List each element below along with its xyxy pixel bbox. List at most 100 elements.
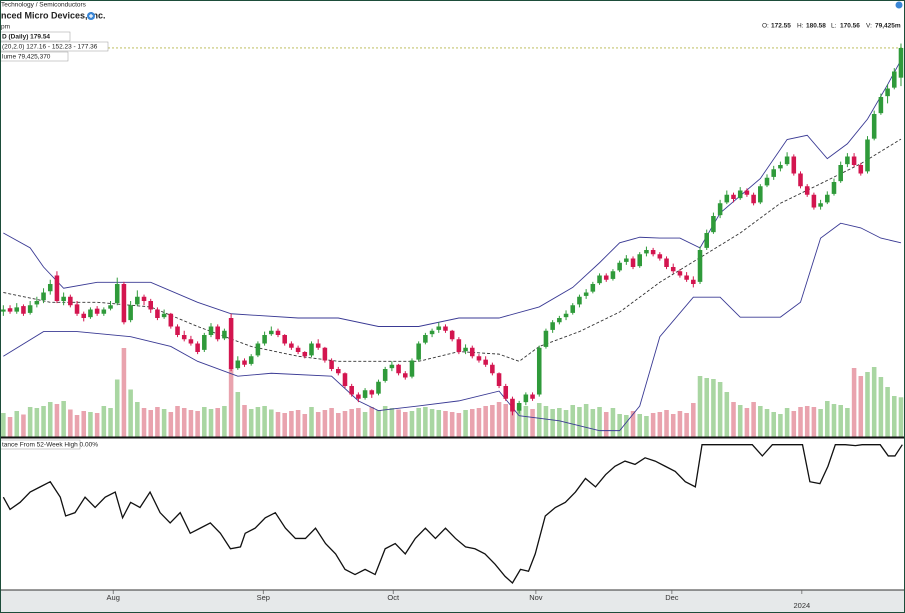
quote-key: V: (866, 23, 872, 30)
candle-body (121, 284, 127, 323)
candle-body (47, 284, 53, 292)
volume-bar (503, 404, 509, 437)
volume-bar (269, 409, 274, 437)
candle-body (362, 390, 368, 398)
volume-bar (27, 407, 33, 437)
candle-body (557, 318, 562, 323)
volume-bar (711, 379, 716, 437)
candle-body (262, 335, 267, 344)
candle-body (798, 173, 803, 187)
candle-body (838, 165, 843, 182)
candle-body (825, 194, 830, 203)
volume-bar (135, 402, 140, 437)
volume-bar (865, 372, 870, 437)
candle-body (429, 330, 435, 335)
volume-bar (677, 411, 683, 437)
candle-body (851, 156, 857, 165)
candle-body (181, 335, 187, 340)
volume-bar (845, 408, 850, 437)
candle-body (336, 369, 341, 374)
volume-bar (851, 368, 857, 437)
candle-body (228, 318, 234, 369)
volume-bar (121, 348, 127, 437)
volume-bar (416, 408, 421, 437)
candle-body (7, 308, 13, 312)
volume-bar (731, 402, 736, 437)
quote-value: 79,425m (875, 23, 901, 30)
candle-body (27, 305, 33, 313)
volume-bar (436, 410, 442, 437)
add-button[interactable] (895, 1, 903, 9)
candle-body (423, 335, 428, 343)
candle-body (322, 347, 328, 361)
volume-bar (188, 410, 194, 437)
candle-body (402, 373, 408, 378)
x-tick-label: Aug (107, 593, 120, 602)
candle-body (289, 343, 294, 348)
volume-bar (476, 408, 482, 437)
candle-body (382, 369, 388, 381)
volume-bar (583, 404, 589, 437)
volume-bar (637, 414, 643, 437)
candle-body (764, 177, 770, 186)
legend-bands: (20,2.0) 127.16 - 152.23 - 177.36 (2, 44, 98, 51)
candle-body (771, 169, 776, 177)
legend-box (0, 51, 69, 62)
legend-price: D (Daily) 179.54 (2, 34, 50, 41)
candle-body (248, 356, 254, 364)
volume-bar (657, 412, 663, 437)
volume-bar (536, 403, 542, 437)
volume-bar (898, 397, 904, 437)
volume-bar (892, 396, 897, 437)
candle-body (737, 190, 743, 199)
volume-bar (429, 409, 435, 437)
candle-body (476, 356, 482, 361)
candle-body (356, 394, 361, 399)
volume-bar (322, 410, 328, 437)
candle-body (195, 343, 200, 352)
volume-bar (7, 417, 13, 437)
candle-body (94, 308, 100, 314)
candle-body (778, 165, 783, 169)
legend-box (0, 31, 71, 42)
volume-bar (704, 378, 709, 437)
candle-body (865, 139, 870, 172)
volume-bar (644, 416, 649, 437)
volume-bar (309, 407, 314, 437)
volume-bar (798, 407, 803, 437)
volume-bar (617, 414, 622, 437)
candle-body (630, 258, 636, 267)
candle-body (590, 284, 596, 292)
candle-body (436, 326, 442, 330)
volume-bar (329, 408, 334, 437)
candle-body (898, 47, 904, 78)
candle-body (463, 347, 468, 352)
candle-body (155, 309, 160, 318)
volume-bar (664, 410, 669, 437)
candle-body (108, 305, 113, 309)
x-tick-label: Sep (257, 593, 270, 602)
volume-bar (758, 406, 763, 437)
candle-body (784, 156, 790, 165)
candle-body (724, 194, 730, 203)
candle-body (530, 394, 535, 399)
volume-bar (295, 410, 301, 437)
volume-bar (141, 408, 147, 437)
volume-bar (563, 410, 569, 437)
candle-body (135, 296, 140, 305)
volume-bar (670, 414, 676, 437)
quote: O: 172.55 H: 180.58 L: 170.56 V: 79,425m (762, 23, 901, 30)
volume-bar (724, 392, 730, 437)
candle-body (68, 296, 73, 306)
volume-bar (764, 409, 770, 437)
candle-body (416, 343, 421, 360)
volume-bar (811, 407, 817, 437)
candle-body (161, 313, 167, 318)
candle-body (845, 156, 850, 165)
volume-bar (449, 412, 455, 437)
candle-body (510, 398, 515, 412)
candle-body (255, 343, 261, 356)
volume-bar (101, 406, 107, 437)
volume-bar (443, 411, 448, 437)
volume-bar (235, 392, 241, 437)
